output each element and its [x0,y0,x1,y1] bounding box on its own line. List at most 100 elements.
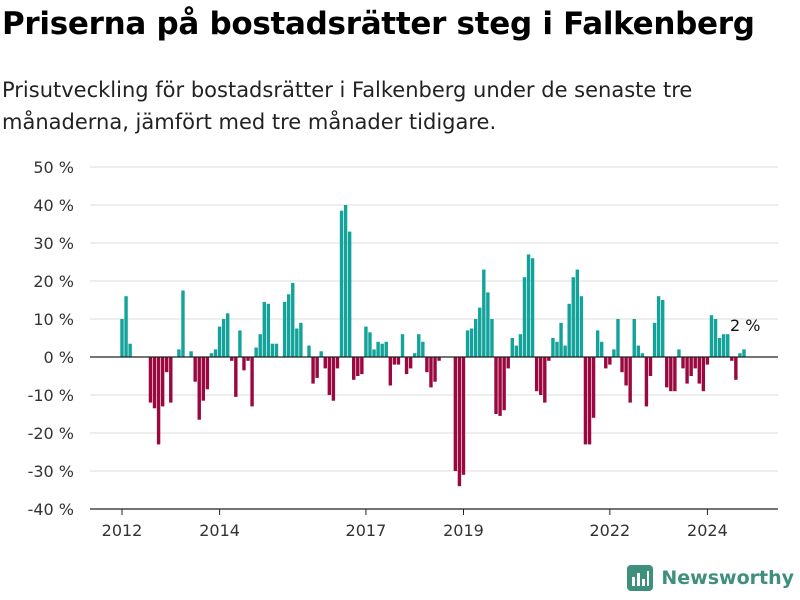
bar [742,349,746,357]
bar [388,357,393,386]
x-tick-label: 2024 [687,521,728,540]
bar [587,357,592,445]
bar [534,357,539,392]
bar [181,290,185,357]
bar [274,343,279,357]
bar [262,301,266,357]
newsworthy-brand: Newsworthy [627,564,794,592]
bar [709,315,714,357]
bar [291,282,295,357]
bar [486,292,490,357]
bar [209,353,214,357]
bar [339,210,344,357]
bar [494,357,498,414]
bar [669,357,673,392]
bar [417,334,421,357]
bar [152,357,157,409]
bar [713,319,718,357]
bar [559,322,563,357]
bar [238,330,242,357]
bar [478,307,482,357]
bar [250,357,254,407]
bar [352,357,356,380]
bar [384,341,388,357]
bar [738,353,742,357]
bar [380,343,384,357]
bar [600,341,604,357]
bar [697,357,701,384]
y-tick-label: 20 % [33,272,74,291]
bar [258,334,262,357]
bar [120,319,124,357]
bar [461,357,466,475]
bars [120,205,746,487]
bar [404,357,409,375]
bar [636,345,640,357]
bar [408,357,413,369]
brand-name: Newsworthy [661,567,794,589]
y-tick-label: 30 % [33,234,74,253]
bar [335,357,340,369]
axes: -40 % -30 % -20 % -10 % 0 % 10 % 20 % 30 % 40 % 5… [28,158,778,540]
bar [502,357,506,411]
y-tick-label: 40 % [33,196,74,215]
bar [433,357,437,382]
bar [327,357,332,395]
gridlines [90,166,778,510]
bar [726,334,730,357]
bar [730,357,734,361]
bar [254,347,258,357]
bar [128,343,132,357]
bar [608,357,612,365]
bar [644,357,649,407]
bar [392,357,397,365]
bar [165,357,169,373]
y-tick-label: -20 % [28,424,74,443]
y-tick-label: 0 % [44,348,74,367]
bar [189,351,193,357]
bar [518,334,523,357]
bar [681,357,685,369]
y-tick-label: -40 % [28,500,74,519]
bar [656,296,661,357]
bar [620,357,624,373]
bar [624,357,628,386]
bar [413,353,417,357]
newsworthy-logo-icon [627,565,654,591]
bar [734,357,738,380]
bar [689,357,693,376]
bar [331,357,336,401]
bar [628,357,632,403]
chart-subtitle: Prisutveckling för bostadsrätter i Falke… [2,78,693,134]
bar [242,357,246,371]
bar [201,357,206,401]
bar [453,357,458,471]
bar [701,357,706,392]
bar [717,338,722,357]
bar [295,328,299,357]
bar [156,357,161,445]
bar [571,277,575,357]
bar [197,357,201,420]
y-tick-label: -30 % [28,462,74,481]
x-tick-label: 2019 [443,521,484,540]
bar [400,334,405,357]
bar [343,205,348,357]
bar [299,322,303,357]
bar [429,357,433,388]
bar [315,357,319,378]
bar [640,353,645,357]
bar [437,357,441,361]
bar [583,357,588,445]
bar [205,357,210,390]
bar [555,341,559,357]
bar [270,343,275,357]
bar [213,349,218,357]
bar [323,357,327,369]
bar [510,338,514,357]
bar [547,357,551,361]
y-tick-label: -10 % [28,386,74,405]
y-tick-label: 10 % [33,310,74,329]
bar [457,357,462,487]
